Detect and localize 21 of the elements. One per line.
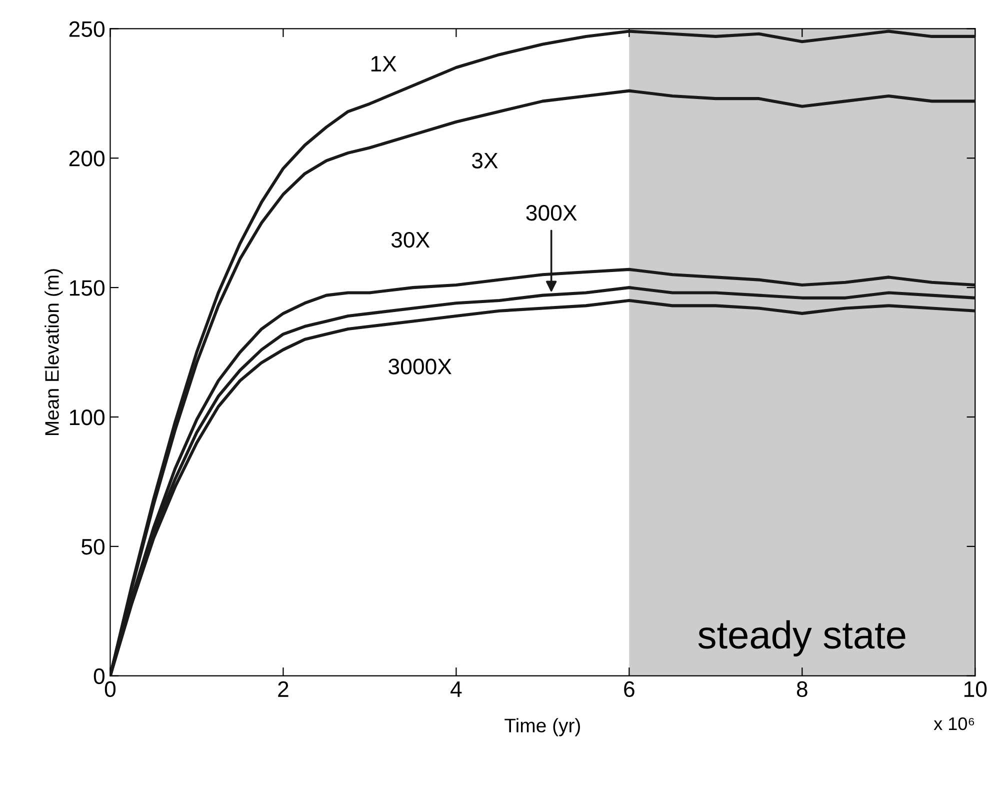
x-tick-label: 2 [278, 681, 288, 697]
annotation: 300X [526, 204, 577, 221]
annotation: 1X [371, 56, 396, 72]
y-tick-label: 100 [70, 410, 104, 426]
x-tick-label: 4 [450, 682, 462, 697]
y-tick-label: 150 [70, 280, 104, 296]
x-tick-label: 10 [964, 681, 987, 698]
annotation: 30X [391, 232, 430, 248]
annotation: 3X [472, 152, 498, 169]
y-tick-label: 0 [94, 668, 104, 684]
y-tick-label: 250 [69, 21, 104, 37]
annotation: 3000X [388, 358, 452, 374]
x-tick-label: 6 [624, 681, 634, 698]
y-axis-title: Mean Elevation (m) [44, 269, 63, 435]
x-axis-title: Time (yr) [504, 718, 580, 736]
y-tick-label: 50 [82, 538, 104, 555]
band-label: steady state [698, 620, 906, 656]
x-tick-label: 8 [796, 681, 808, 698]
x-tick-label: 0 [104, 681, 116, 698]
text: x 10⁶ [934, 717, 974, 730]
y-tick-label: 200 [69, 150, 104, 166]
